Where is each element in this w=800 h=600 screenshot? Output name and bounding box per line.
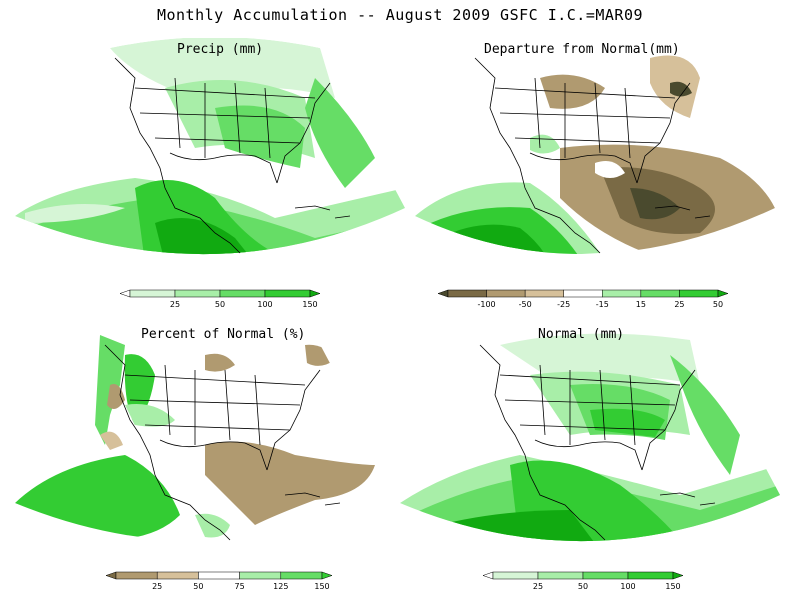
normal-colorbar-svg: 2550100150200 — [483, 571, 683, 591]
normal-map — [400, 325, 780, 542]
normal-panel-title: Normal (mm) — [538, 327, 625, 342]
precip-colorbar-tick-label: 25 — [170, 300, 180, 309]
normal-colorbar-tick-label: 25 — [533, 582, 543, 591]
precip-colorbar: 2550100150200 — [120, 288, 320, 310]
normal-colorbar-swatch — [627, 571, 674, 580]
departure-map — [415, 38, 775, 255]
normal-colorbar-swatch — [537, 571, 584, 580]
precip-colorbar-swatch — [129, 289, 176, 298]
normal-colorbar-swatch — [582, 571, 629, 580]
precip-panel-title: Precip (mm) — [177, 42, 264, 57]
percent-colorbar-swatch — [321, 571, 332, 580]
departure-colorbar-swatch — [438, 289, 449, 298]
precip-map — [15, 38, 405, 255]
normal-colorbar-swatch — [483, 571, 494, 580]
precip-colorbar-tick-label: 50 — [215, 300, 225, 309]
normal-colorbar-swatch — [672, 571, 683, 580]
normal-map-panel: Normal (mm) — [400, 325, 790, 550]
percent-map — [15, 325, 400, 542]
departure-colorbar-swatch — [447, 289, 487, 298]
percent-colorbar-swatch — [115, 571, 158, 580]
normal-colorbar-swatch — [492, 571, 539, 580]
percent-colorbar-tick-label: 75 — [235, 582, 245, 591]
percent-colorbar: 255075125150175 — [106, 570, 332, 592]
departure-colorbar-swatch — [524, 289, 564, 298]
departure-colorbar-tick-label: -100 — [477, 300, 495, 309]
departure-colorbar-tick-label: -15 — [596, 300, 609, 309]
percent-colorbar-swatch — [156, 571, 199, 580]
normal-colorbar-tick-label: 50 — [578, 582, 588, 591]
precip-colorbar-swatch — [264, 289, 311, 298]
departure-colorbar-swatch — [602, 289, 642, 298]
percent-colorbar-swatch — [106, 571, 117, 580]
departure-colorbar-tick-label: 15 — [636, 300, 646, 309]
departure-colorbar-tick-label: 50 — [713, 300, 723, 309]
percent-colorbar-tick-label: 25 — [152, 582, 162, 591]
percent-colorbar-swatch — [198, 571, 240, 580]
departure-colorbar-tick-label: -25 — [557, 300, 570, 309]
normal-colorbar-tick-label: 100 — [620, 582, 635, 591]
percent-colorbar-tick-label: 150 — [314, 582, 329, 591]
precip-colorbar-swatch — [219, 289, 266, 298]
precip-map-panel: Precip (mm) — [15, 38, 405, 263]
departure-colorbar-swatch — [563, 289, 603, 298]
departure-colorbar: -100-50-25-15152550100 — [438, 288, 728, 310]
percent-colorbar-swatch — [280, 571, 323, 580]
departure-colorbar-tick-label: -50 — [519, 300, 532, 309]
precip-colorbar-svg: 2550100150200 — [120, 289, 320, 309]
precip-colorbar-swatch — [309, 289, 320, 298]
precip-colorbar-swatch — [174, 289, 221, 298]
precip-colorbar-swatch — [120, 289, 131, 298]
departure-colorbar-tick-label: 25 — [674, 300, 684, 309]
percent-colorbar-swatch — [239, 571, 282, 580]
percent-colorbar-tick-label: 50 — [193, 582, 203, 591]
precip-colorbar-tick-label: 150 — [302, 300, 317, 309]
normal-colorbar-tick-label: 150 — [665, 582, 680, 591]
percent-colorbar-svg: 255075125150175 — [106, 571, 332, 591]
departure-panel-title: Departure from Normal(mm) — [484, 42, 680, 57]
precip-colorbar-tick-label: 100 — [257, 300, 272, 309]
departure-colorbar-swatch — [717, 289, 728, 298]
figure-title: Monthly Accumulation -- August 2009 GSFC… — [156, 6, 644, 24]
normal-colorbar: 2550100150200 — [483, 570, 683, 592]
percent-map-panel: Percent of Normal (%) — [15, 325, 405, 550]
departure-colorbar-swatch — [640, 289, 680, 298]
percent-colorbar-tick-label: 125 — [273, 582, 288, 591]
percent-panel-title: Percent of Normal (%) — [141, 327, 306, 342]
departure-colorbar-svg: -100-50-25-15152550100 — [438, 289, 728, 309]
departure-colorbar-swatch — [486, 289, 526, 298]
departure-colorbar-swatch — [679, 289, 719, 298]
departure-map-panel: Departure from Normal(mm) — [400, 38, 790, 263]
